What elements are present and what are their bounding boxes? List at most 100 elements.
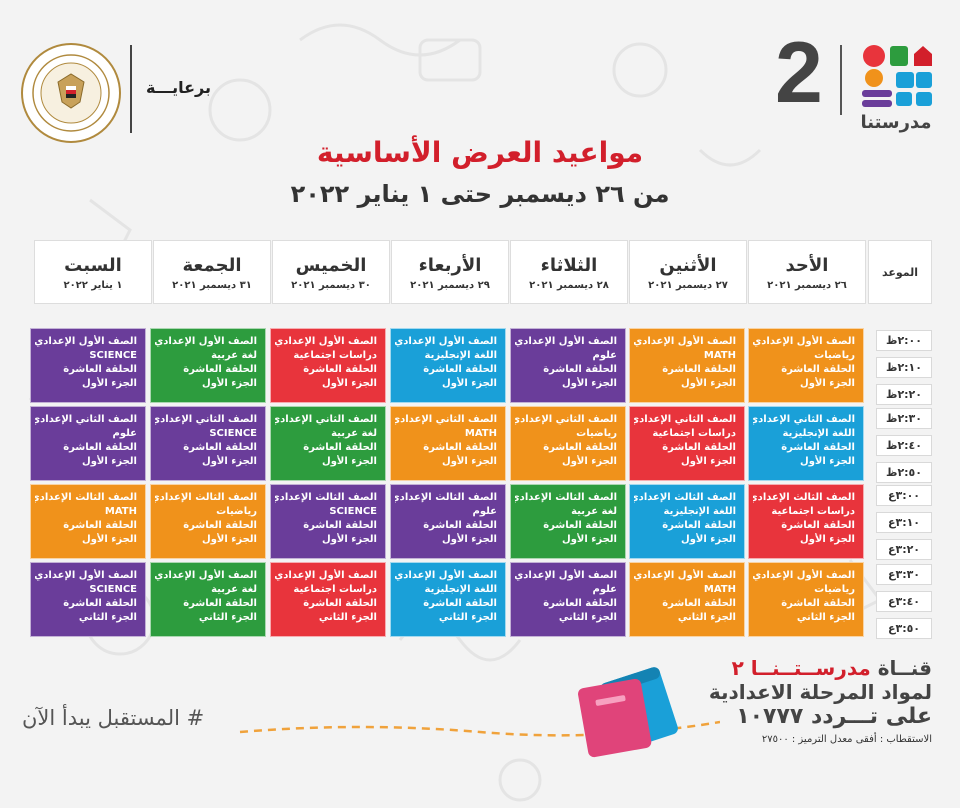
- session-episode: الحلقة العاشرة: [662, 520, 736, 531]
- day-name: الخميس: [295, 255, 367, 276]
- session-grade: الصف الأول الإعدادي: [634, 336, 736, 347]
- session-episode: الحلقة العاشرة: [423, 598, 497, 609]
- session-grade: الصف الأول الإعدادي: [35, 570, 137, 581]
- time-slot: ٣:٣٠ع: [876, 564, 932, 585]
- session-part: الجزء الأول: [800, 378, 855, 389]
- session-block: الصف الأول الإعدادي اللغة الإنجليزية الحلق…: [390, 562, 506, 637]
- session-grade: الصف الأول الإعدادي: [395, 570, 497, 581]
- folders-illustration-icon: [578, 667, 678, 758]
- session-block: الصف الثالث الإعدادي لغة عربية الحلقة العا…: [510, 484, 626, 559]
- session-grade: الصف الأول الإعدادي: [753, 336, 855, 347]
- session-episode: الحلقة العاشرة: [781, 364, 855, 375]
- date-range: من ٢٦ ديسمبر حتى ١ يناير ٢٠٢٢: [290, 180, 670, 208]
- session-episode: الحلقة العاشرة: [543, 598, 617, 609]
- session-part: الجزء الأول: [800, 534, 855, 545]
- sponsor-label: برعايـــة: [146, 78, 212, 97]
- day-header: الجمعة ٣١ ديسمبر ٢٠٢١: [153, 240, 271, 304]
- day-date: ٢٦ ديسمبر ٢٠٢١: [767, 280, 847, 291]
- day-header: الأربعاء ٢٩ ديسمبر ٢٠٢١: [391, 240, 509, 304]
- brand-name: مدرستنا: [860, 112, 932, 133]
- session-block: الصف الأول الإعدادي رياضيات الحلقة العاشرة…: [748, 562, 864, 637]
- time-slot: ٣:٥٠ع: [876, 618, 932, 639]
- session-part: الجزء الأول: [442, 456, 497, 467]
- session-episode: الحلقة العاشرة: [423, 442, 497, 453]
- session-episode: الحلقة العاشرة: [63, 364, 137, 375]
- session-subject: دراسات اجتماعية: [293, 584, 377, 595]
- time-slot: ٢:٥٠ظ: [876, 462, 932, 483]
- session-part: الجزء الأول: [322, 378, 377, 389]
- promo-brand: مدرســتــنــا ٢: [731, 656, 871, 680]
- session-grade: الصف الثاني الإعدادي: [155, 414, 257, 425]
- session-subject: MATH: [104, 506, 137, 517]
- session-subject: SCIENCE: [329, 506, 377, 517]
- session-part: الجزء الأول: [681, 378, 736, 389]
- session-grade: الصف الثالث الإعدادي: [395, 492, 497, 503]
- session-block: الصف الثالث الإعدادي دراسات اجتماعية الحلق…: [748, 484, 864, 559]
- session-grade: الصف الثالث الإعدادي: [753, 492, 855, 503]
- session-part: الجزء الثاني: [796, 612, 855, 623]
- session-part: الجزء الثاني: [438, 612, 497, 623]
- session-part: الجزء الأول: [322, 456, 377, 467]
- session-grade: الصف الثالث الإعدادي: [634, 492, 736, 503]
- session-subject: SCIENCE: [89, 350, 137, 361]
- day-header: السبت ١ يناير ٢٠٢٢: [34, 240, 152, 304]
- session-episode: الحلقة العاشرة: [303, 520, 377, 531]
- session-episode: الحلقة العاشرة: [543, 442, 617, 453]
- session-episode: الحلقة العاشرة: [781, 520, 855, 531]
- day-date: ٢٩ ديسمبر ٢٠٢١: [410, 280, 490, 291]
- session-grade: الصف الأول الإعدادي: [275, 336, 377, 347]
- session-episode: الحلقة العاشرة: [543, 520, 617, 531]
- session-subject: MATH: [703, 584, 736, 595]
- ministry-seal-logo: [20, 42, 122, 144]
- session-grade: الصف الثالث الإعدادي: [275, 492, 377, 503]
- day-name: الثلاثاء: [540, 255, 598, 276]
- session-block: الصف الأول الإعدادي رياضيات الحلقة العاشرة…: [748, 328, 864, 403]
- session-block: الصف الثاني الإعدادي MATH الحلقة العاشرة ال…: [390, 406, 506, 481]
- time-slot: ٢:٣٠ظ: [876, 408, 932, 429]
- day-header: الأثنين ٢٧ ديسمبر ٢٠٢١: [629, 240, 747, 304]
- promo-frequency-line: على تـــردد ١٠٧٧٧: [736, 704, 932, 729]
- session-episode: الحلقة العاشرة: [423, 364, 497, 375]
- session-subject: علوم: [472, 506, 497, 517]
- day-date: ١ يناير ٢٠٢٢: [63, 280, 123, 291]
- session-part: الجزء الأول: [681, 456, 736, 467]
- session-grade: الصف الثاني الإعدادي: [634, 414, 736, 425]
- session-grade: الصف الأول الإعدادي: [155, 336, 257, 347]
- session-subject: MATH: [703, 350, 736, 361]
- session-part: الجزء الأول: [82, 456, 137, 467]
- session-grade: الصف الثالث الإعدادي: [515, 492, 617, 503]
- session-block: الصف الثاني الإعدادي رياضيات الحلقة العاشر…: [510, 406, 626, 481]
- day-name: الأربعاء: [418, 255, 482, 276]
- session-part: الجزء الأول: [202, 456, 257, 467]
- day-date: ٢٧ ديسمبر ٢٠٢١: [648, 280, 728, 291]
- day-header: الثلاثاء ٢٨ ديسمبر ٢٠٢١: [510, 240, 628, 304]
- day-name: الأحد: [785, 255, 829, 276]
- session-subject: رياضيات: [576, 428, 617, 439]
- brand-divider: [840, 45, 842, 115]
- session-subject: SCIENCE: [89, 584, 137, 595]
- session-grade: الصف الثاني الإعدادي: [753, 414, 855, 425]
- session-part: الجزء الأول: [800, 456, 855, 467]
- session-episode: الحلقة العاشرة: [63, 598, 137, 609]
- session-part: الجزء الأول: [442, 378, 497, 389]
- hashtag-slogan: # المستقبل يبدأ الآن: [22, 706, 205, 730]
- time-slot: ٢:٢٠ظ: [876, 384, 932, 405]
- session-subject: اللغة الإنجليزية: [424, 350, 498, 361]
- session-subject: SCIENCE: [209, 428, 257, 439]
- session-episode: الحلقة العاشرة: [303, 442, 377, 453]
- session-part: الجزء الثاني: [558, 612, 617, 623]
- session-block: الصف الأول الإعدادي MATH الحلقة العاشرة الج…: [629, 328, 745, 403]
- session-episode: الحلقة العاشرة: [63, 520, 137, 531]
- session-part: الجزء الأول: [82, 378, 137, 389]
- time-slot: ٢:٠٠ظ: [876, 330, 932, 351]
- session-episode: الحلقة العاشرة: [303, 364, 377, 375]
- session-grade: الصف الأول الإعدادي: [515, 336, 617, 347]
- dashed-path-decoration: [239, 720, 720, 737]
- page-title: مواعيد العرض الأساسية: [316, 136, 644, 169]
- session-block: الصف الأول الإعدادي علوم الحلقة العاشرة الج…: [510, 328, 626, 403]
- session-part: الجزء الثاني: [677, 612, 736, 623]
- session-subject: دراسات اجتماعية: [652, 428, 736, 439]
- session-grade: الصف الثاني الإعدادي: [395, 414, 497, 425]
- session-block: الصف الأول الإعدادي SCIENCE الحلقة العاشرة…: [30, 562, 146, 637]
- sponsor-divider: [130, 45, 132, 133]
